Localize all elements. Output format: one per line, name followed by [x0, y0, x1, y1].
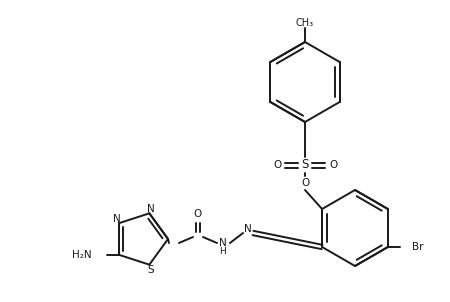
Text: S: S — [302, 159, 309, 172]
Text: O: O — [194, 209, 202, 219]
Text: CH₃: CH₃ — [296, 18, 314, 28]
Text: N: N — [244, 224, 252, 234]
Text: O: O — [301, 178, 309, 188]
Text: N: N — [219, 238, 227, 248]
Text: H: H — [220, 246, 226, 255]
Text: Br: Br — [412, 242, 423, 252]
Text: O: O — [329, 160, 337, 170]
Text: N: N — [148, 204, 155, 214]
Text: N: N — [113, 214, 121, 224]
Text: H₂N: H₂N — [72, 250, 91, 260]
Text: O: O — [273, 160, 281, 170]
Text: S: S — [147, 265, 153, 275]
